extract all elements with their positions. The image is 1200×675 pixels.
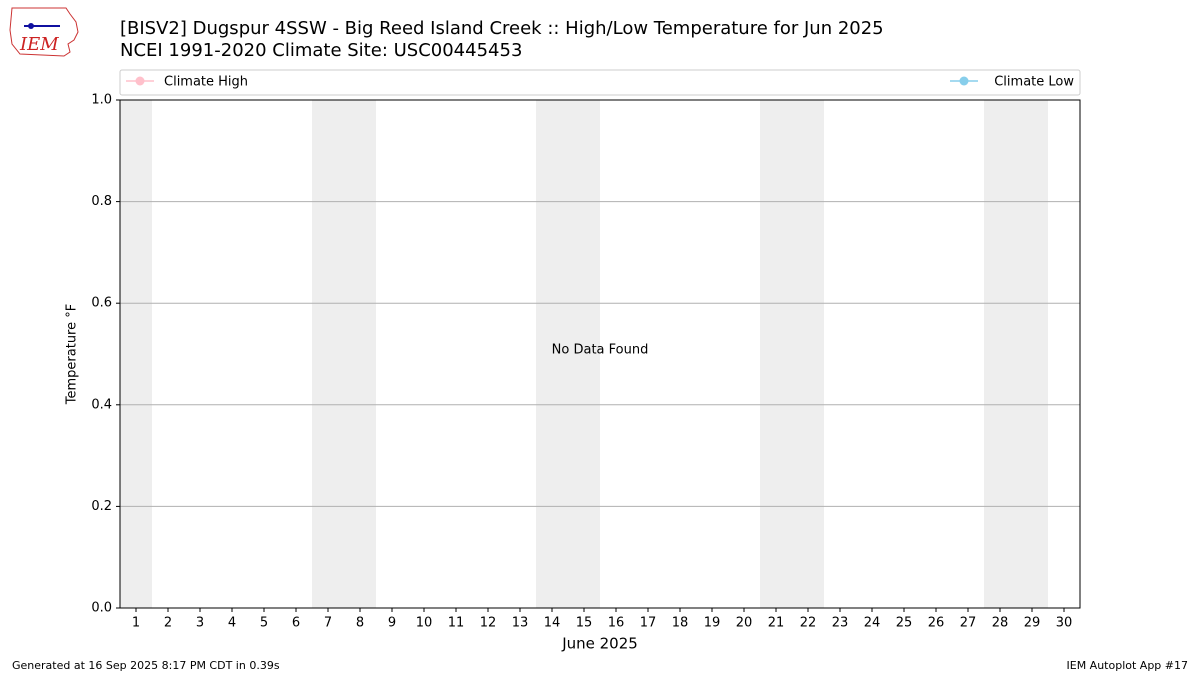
plot-frame — [119, 99, 1081, 609]
x-tick-label: 9 — [388, 616, 396, 631]
weekend-shade — [984, 100, 1048, 608]
legend-label: Climate High — [164, 75, 248, 90]
footer-left: Generated at 16 Sep 2025 8:17 PM CDT in … — [12, 659, 280, 672]
x-axis-label: June 2025 — [561, 635, 638, 653]
x-tick-label: 29 — [1024, 616, 1041, 631]
footer-right: IEM Autoplot App #17 — [1067, 659, 1189, 672]
weekend-shade — [312, 100, 376, 608]
legend-marker — [135, 76, 145, 86]
x-tick-label: 23 — [832, 616, 849, 631]
chart-title: [BISV2] Dugspur 4SSW - Big Reed Island C… — [120, 18, 884, 39]
weekend-shade — [536, 100, 600, 608]
x-tick-label: 20 — [736, 616, 753, 631]
x-tick-label: 22 — [800, 616, 817, 631]
x-tick-label: 16 — [608, 616, 625, 631]
y-tick-label: 0.2 — [91, 499, 112, 514]
x-tick-label: 30 — [1056, 616, 1073, 631]
y-tick-label: 1.0 — [91, 93, 112, 108]
x-tick-label: 21 — [768, 616, 785, 631]
legend-marker — [959, 76, 969, 86]
chart-subtitle: NCEI 1991-2020 Climate Site: USC00445453 — [120, 40, 522, 61]
x-tick-label: 26 — [928, 616, 945, 631]
x-tick-label: 10 — [416, 616, 433, 631]
x-tick-label: 14 — [544, 616, 561, 631]
x-tick-label: 17 — [640, 616, 657, 631]
x-tick-label: 12 — [480, 616, 497, 631]
logo: IEM — [9, 7, 79, 57]
x-tick-label: 6 — [292, 616, 300, 631]
x-tick-label: 2 — [164, 616, 172, 631]
x-tick-label: 28 — [992, 616, 1009, 631]
x-tick-label: 3 — [196, 616, 204, 631]
x-tick-label: 7 — [324, 616, 332, 631]
x-tick-label: 1 — [132, 616, 140, 631]
y-tick-label: 0.8 — [91, 194, 112, 209]
legend — [119, 69, 1081, 96]
x-tick-label: 24 — [864, 616, 881, 631]
x-tick-label: 11 — [448, 616, 465, 631]
y-tick-label: 0.6 — [91, 296, 112, 311]
logo-text: IEM — [19, 34, 59, 55]
x-tick-label: 4 — [228, 616, 236, 631]
annotation: No Data Found — [552, 343, 649, 358]
legend-label: Climate Low — [994, 75, 1074, 90]
y-tick-label: 0.0 — [91, 601, 112, 616]
x-tick-label: 27 — [960, 616, 977, 631]
weekend-shade — [760, 100, 824, 608]
x-tick-label: 25 — [896, 616, 913, 631]
x-tick-label: 8 — [356, 616, 364, 631]
x-tick-label: 5 — [260, 616, 268, 631]
x-tick-label: 13 — [512, 616, 529, 631]
y-tick-label: 0.4 — [91, 397, 112, 412]
weekend-shade — [120, 100, 152, 608]
x-tick-label: 15 — [576, 616, 593, 631]
x-tick-label: 18 — [672, 616, 689, 631]
x-tick-label: 19 — [704, 616, 721, 631]
y-axis-label: Temperature °F — [65, 304, 80, 405]
